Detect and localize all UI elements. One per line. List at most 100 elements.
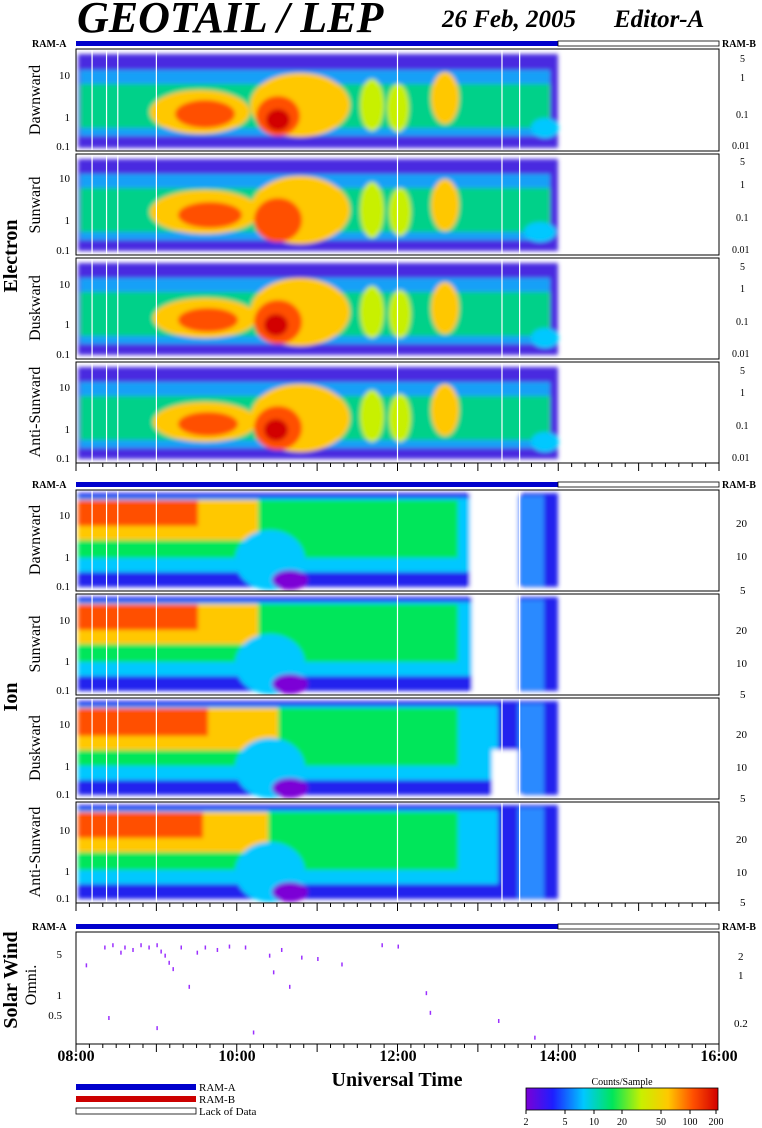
tick-label: 1 (57, 990, 63, 1002)
time-tick-label: 14:00 (539, 1048, 576, 1065)
tick-label: 5 (740, 54, 745, 65)
tick-label: 1 (65, 552, 71, 564)
panel-label: Dawnward (27, 505, 44, 575)
solar-wind-point (216, 947, 219, 952)
tick-label: 10 (59, 173, 71, 185)
ram-b-label: RAM-B (722, 922, 756, 933)
section-label-electron: Electron (0, 220, 22, 293)
solar-wind-point (120, 950, 122, 955)
tick-label: 2 (738, 951, 744, 963)
tick-label: 20 (736, 834, 748, 846)
tick-label: 1 (65, 761, 71, 773)
tick-label: 0.01 (732, 141, 750, 152)
ram-b-label: RAM-B (722, 39, 756, 50)
time-tick-label: 08:00 (57, 1048, 94, 1065)
ram-a-label: RAM-A (32, 922, 67, 933)
tick-label: 10 (736, 658, 748, 670)
section-labels: Electron Ion Solar Wind (0, 220, 22, 1029)
ram-b-label: RAM-B (722, 480, 756, 491)
tick-label: 20 (736, 729, 748, 741)
tick-label: 10 (59, 719, 71, 731)
panel-label: Duskward (27, 715, 44, 781)
tick-label: 1 (740, 73, 745, 84)
ram-bar-top: RAM-A RAM-B (32, 39, 756, 50)
axis-ticks (75, 463, 720, 1052)
colorbar-scale (525, 1087, 719, 1111)
ram-legend: RAM-A RAM-B Lack of Data (75, 1082, 257, 1118)
colorbar-title: Counts/Sample (591, 1077, 653, 1088)
section-label-ion: Ion (0, 683, 22, 712)
ram-a-label: RAM-A (32, 480, 67, 491)
tick-label: 20 (736, 625, 748, 637)
tick-label: 5 (740, 366, 745, 377)
panel-label: Anti-Sunward (27, 807, 44, 898)
tick-label: 0.5 (48, 1010, 62, 1022)
solar-wind-point (301, 955, 303, 960)
tick-label: 5 (740, 585, 746, 597)
panel-labels: Dawnward Sunward Duskward Anti-Sunward D… (23, 65, 44, 1005)
tick-label: 0.01 (732, 453, 750, 464)
solar-wind-point (180, 945, 182, 950)
tick-label: 0.2 (734, 1018, 748, 1030)
panel-label: Sunward (27, 616, 44, 673)
time-axis: 08:00 10:00 12:00 14:00 16:00 Universal … (57, 1048, 737, 1091)
tick-label: 1 (738, 970, 744, 982)
solar-wind-point (156, 1026, 158, 1031)
time-tick-label: 10:00 (218, 1048, 255, 1065)
panel-solar-wind-omni (75, 931, 720, 1045)
solar-wind-point (317, 957, 319, 962)
electron-spectrograms (75, 48, 720, 464)
panel-ion-anti-sunward (75, 801, 720, 904)
panel-ion-duskward (75, 697, 720, 800)
solar-wind-point (112, 943, 114, 948)
tick-label: 0.1 (56, 685, 70, 697)
tick-label: 0.01 (732, 245, 750, 256)
panel-ion-sunward (75, 593, 720, 696)
solar-wind-point (124, 945, 126, 950)
solar-wind-point (425, 991, 428, 996)
solar-wind-point (140, 943, 142, 948)
tick-label: 0.1 (736, 110, 749, 121)
solar-wind-point (397, 944, 399, 949)
tick-label: 1 (65, 112, 71, 124)
tick-label: 10 (59, 615, 71, 627)
colorbar-tick-label: 50 (656, 1117, 666, 1128)
ion-spectrograms (75, 489, 720, 904)
solar-wind-point (268, 953, 271, 958)
panel-label: Omni. (23, 965, 40, 1005)
tick-label: 10 (59, 279, 71, 291)
panel-electron-dawnward (75, 48, 720, 152)
solar-wind-point (108, 1016, 110, 1021)
tick-label: 0.1 (56, 789, 70, 801)
time-axis-title: Universal Time (332, 1069, 463, 1091)
solar-wind-point (244, 945, 247, 950)
data-gap-lines (91, 50, 521, 902)
right-tick-labels: 5 1 0.1 0.01 5 1 0.1 0.01 5 1 0.1 0.01 5… (732, 54, 750, 1030)
tick-label: 5 (740, 793, 746, 805)
tick-label: 0.1 (56, 349, 70, 361)
tick-label: 5 (740, 689, 746, 701)
panel-label: Sunward (27, 177, 44, 234)
tick-label: 1 (65, 319, 71, 331)
tick-label: 10 (736, 867, 748, 879)
tick-label: 1 (65, 424, 71, 436)
time-tick-label: 12:00 (379, 1048, 416, 1065)
tick-label: 10 (59, 510, 71, 522)
tick-label: 10 (59, 70, 71, 82)
solar-wind-point (156, 943, 158, 948)
tick-label: 1 (65, 215, 71, 227)
panel-label: Anti-Sunward (27, 367, 44, 458)
solar-wind-points (85, 943, 536, 1040)
colorbar: Counts/Sample 2 5 10 20 50 100 200 (524, 1077, 724, 1128)
tick-label: 0.1 (56, 245, 70, 257)
tick-label: 1 (65, 656, 71, 668)
solar-wind-point (204, 945, 207, 950)
solar-wind-point (288, 984, 291, 989)
tick-label: 5 (740, 262, 745, 273)
ram-bar-sw: RAM-A RAM-B (32, 922, 756, 933)
solar-wind-point (252, 1030, 255, 1035)
tick-label: 1 (65, 866, 71, 878)
tick-label: 20 (736, 518, 748, 530)
colorbar-tick-label: 20 (617, 1117, 627, 1128)
